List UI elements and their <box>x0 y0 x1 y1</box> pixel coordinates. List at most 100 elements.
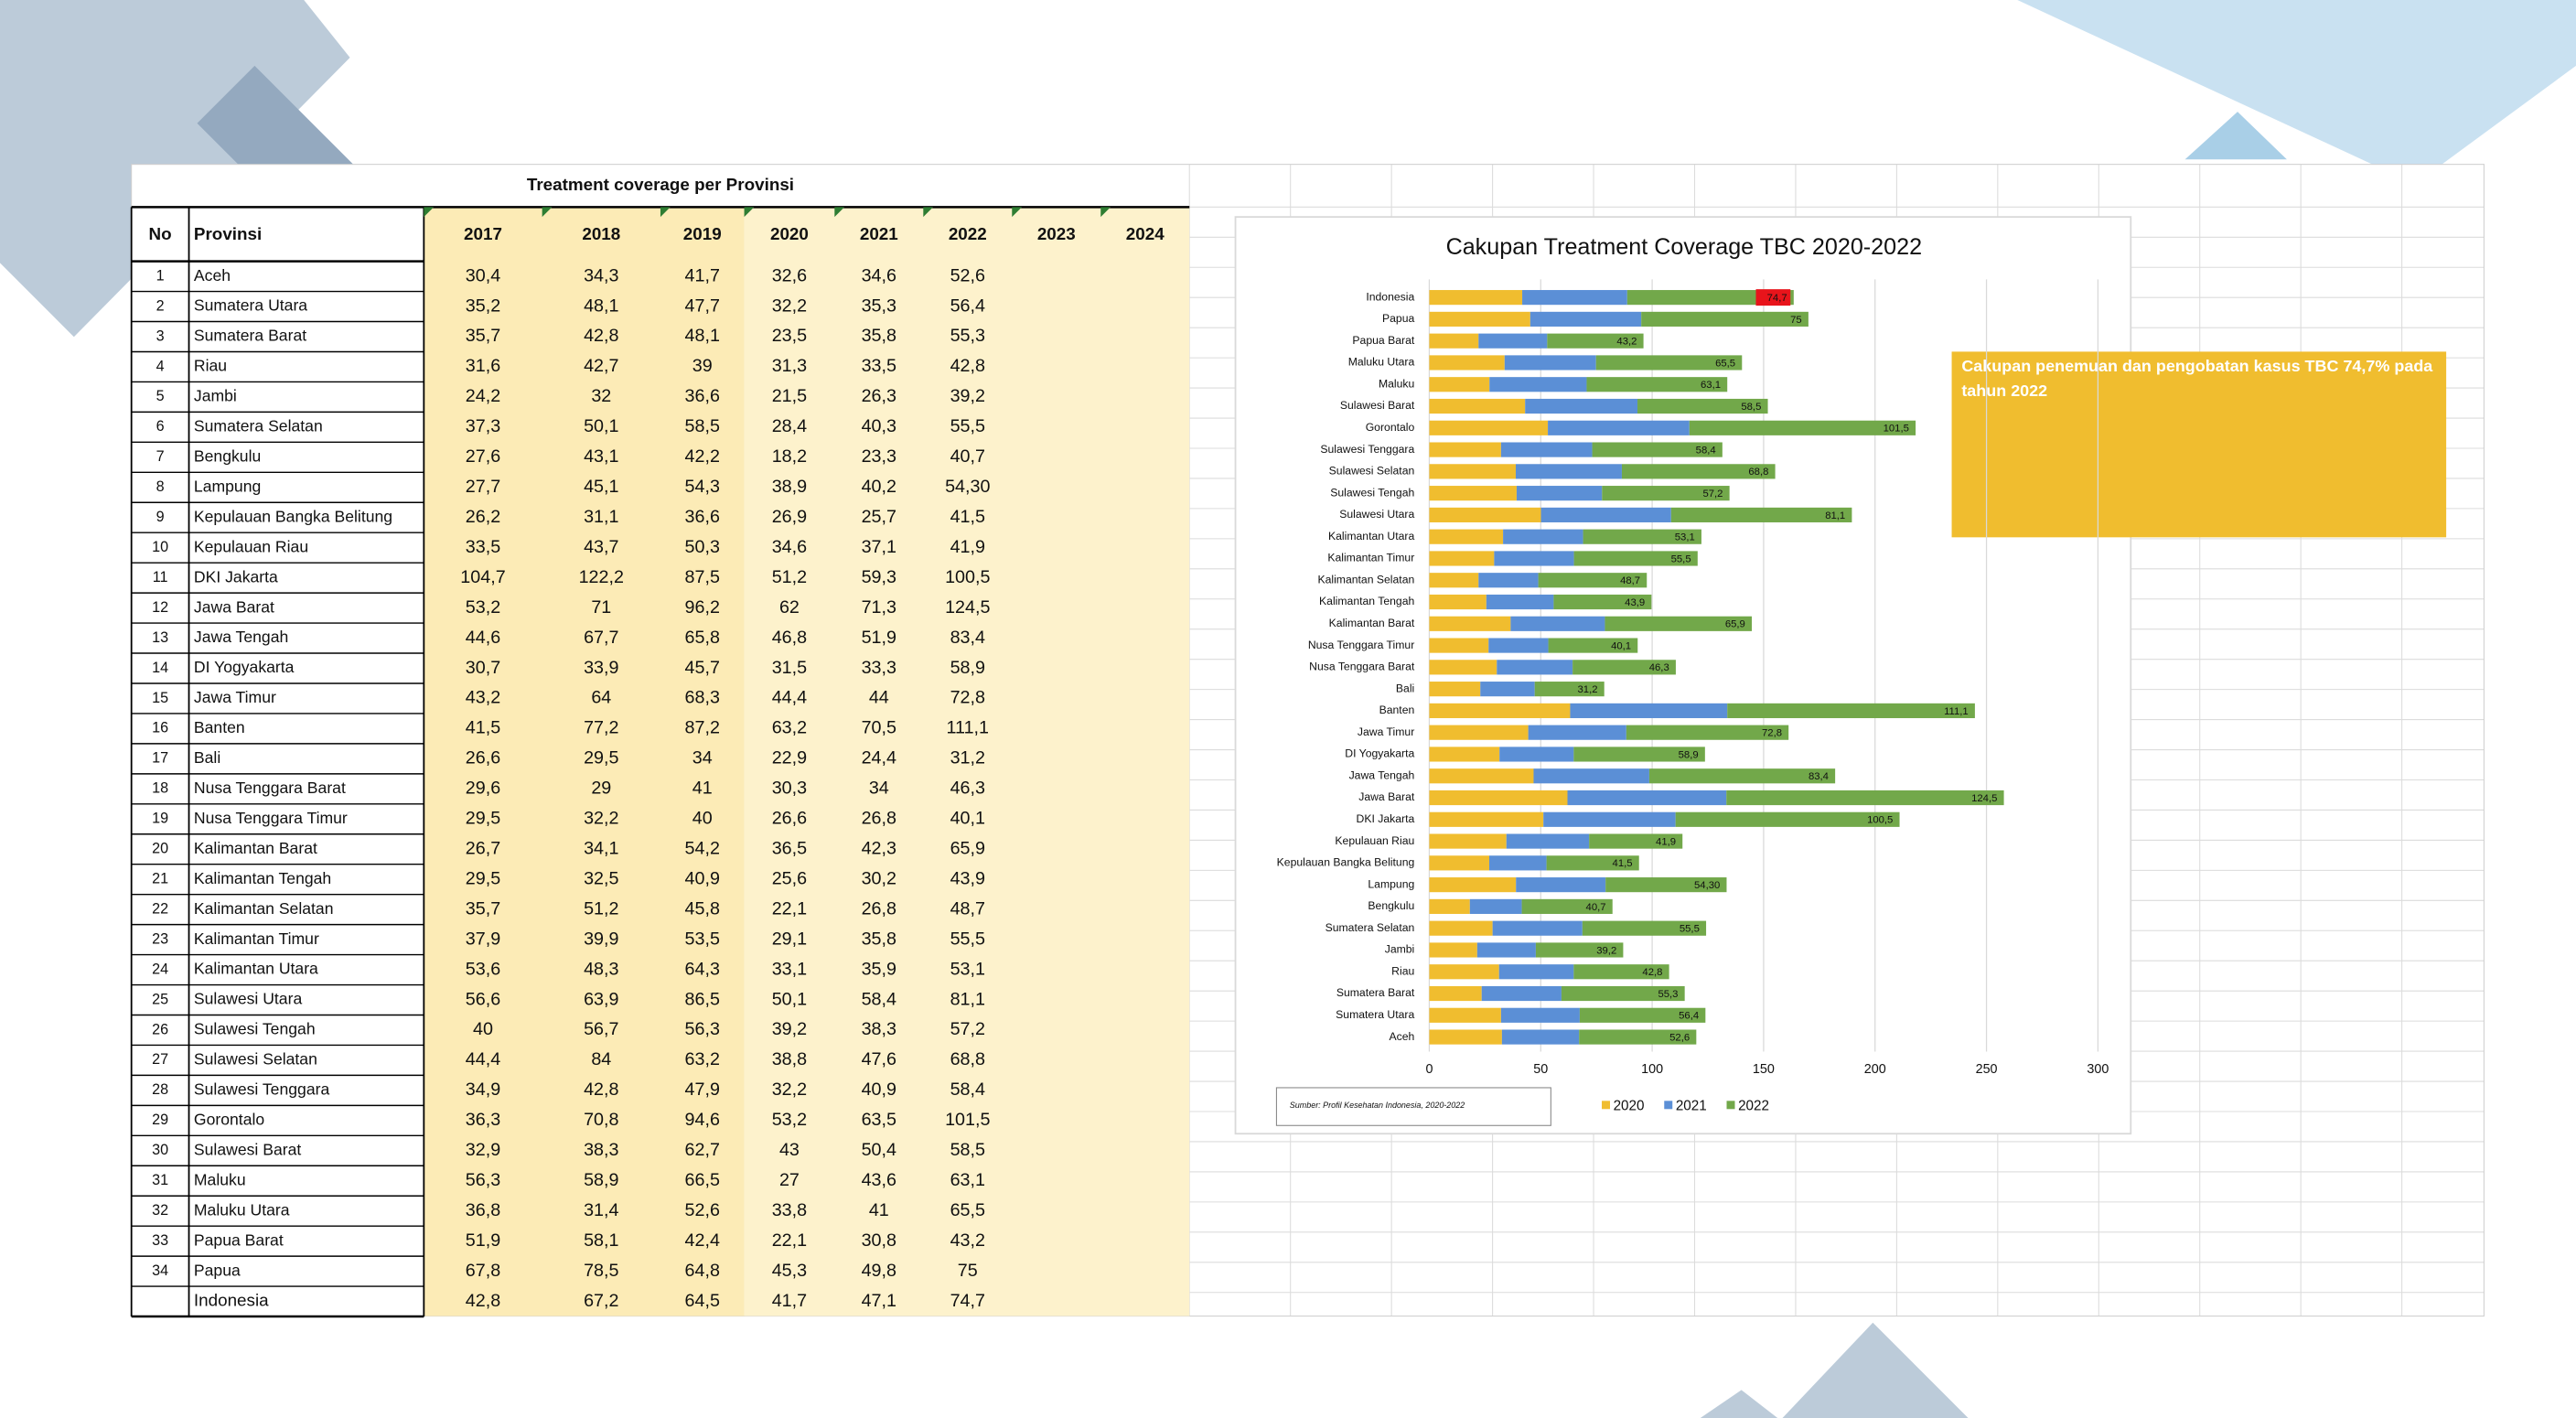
row-number: 30 <box>152 1142 168 1158</box>
value-label: 39,2 <box>1596 945 1616 956</box>
value-label: 55,5 <box>1671 553 1691 564</box>
bar-segment <box>1516 877 1606 893</box>
bar-segment <box>1478 333 1548 349</box>
value-cell: 64,3 <box>685 959 720 979</box>
y-tick-label: Maluku Utara <box>1348 356 1415 369</box>
value-label: 55,5 <box>1680 924 1700 935</box>
value-cell: 51,9 <box>862 628 896 648</box>
province-name: Aceh <box>194 266 231 285</box>
bar-segment <box>1573 551 1698 566</box>
value-cell: 124,5 <box>945 597 990 618</box>
bar-segment <box>1528 725 1626 740</box>
bar-segment <box>1429 398 1526 414</box>
row-number: 9 <box>156 509 165 525</box>
bar-segment <box>1727 703 1975 718</box>
bar-segment <box>1602 486 1730 501</box>
bar-segment <box>1626 290 1794 306</box>
value-cell: 43,9 <box>950 868 985 888</box>
y-tick-label: DI Yogyakarta <box>1345 747 1414 760</box>
row-number: 7 <box>156 448 165 465</box>
bar-segment <box>1476 942 1536 958</box>
value-cell: 43 <box>779 1140 800 1160</box>
value-label: 54,30 <box>1694 880 1720 891</box>
y-tick-label: Kalimantan Utara <box>1328 530 1414 542</box>
row-number: 10 <box>152 539 168 555</box>
value-cell: 104,7 <box>460 567 505 587</box>
y-tick-label: Kalimantan Barat <box>1329 617 1415 629</box>
value-cell: 63,2 <box>685 1049 720 1069</box>
province-name: Indonesia <box>194 1291 269 1310</box>
value-cell: 32 <box>591 386 611 406</box>
value-cell: 33,1 <box>772 959 807 979</box>
value-cell: 87,2 <box>685 718 720 738</box>
value-cell: 26,2 <box>466 507 500 527</box>
province-name: Sulawesi Tengah <box>194 1020 316 1038</box>
annotation-wrap: Cakupan penemuan dan pengobatan kasus TB… <box>1961 358 2433 402</box>
bar-segment <box>1429 768 1534 784</box>
bar-segment <box>1675 811 1900 827</box>
bar-segment <box>1429 486 1517 501</box>
annotation: Cakupan penemuan dan pengobatan kasus TB… <box>1961 358 2433 402</box>
row-number: 26 <box>152 1021 168 1037</box>
value-cell: 26,7 <box>466 839 500 859</box>
province-name: Sumatera Barat <box>194 327 306 345</box>
value-label: 46,3 <box>1649 662 1669 673</box>
bar-segment <box>1500 442 1593 457</box>
value-cell: 29,5 <box>584 748 618 768</box>
bar-segment <box>1429 1029 1502 1045</box>
value-cell: 32,2 <box>772 295 807 316</box>
value-cell: 63,5 <box>862 1110 896 1130</box>
header-cell: 2021 <box>860 224 898 243</box>
value-cell: 21,5 <box>772 386 807 406</box>
province-name: Banten <box>194 718 245 736</box>
chart-title: Cakupan Treatment Coverage TBC 2020-2022 <box>1446 234 1922 260</box>
value-cell: 47,9 <box>685 1080 720 1100</box>
value-cell: 65,5 <box>950 1200 985 1220</box>
bar-segment <box>1605 877 1727 893</box>
value-cell: 54,3 <box>685 477 720 497</box>
bar-segment <box>1579 1007 1706 1023</box>
bar-segment <box>1429 464 1516 479</box>
bar-segment <box>1579 1029 1697 1045</box>
table-title: Treatment coverage per Provinsi <box>527 175 794 194</box>
cell-marker <box>660 207 671 218</box>
province-name: Jawa Barat <box>194 597 274 616</box>
value-cell: 35,7 <box>466 326 500 346</box>
value-cell: 56,3 <box>466 1170 500 1190</box>
header-cell: No <box>149 224 172 243</box>
row-number: 4 <box>156 358 165 374</box>
legend-label: 2022 <box>1738 1099 1769 1114</box>
bar-segment <box>1506 833 1590 849</box>
value-cell: 47,7 <box>685 295 720 316</box>
value-cell: 74,7 <box>950 1291 985 1311</box>
row-number: 17 <box>152 750 168 767</box>
province-name: Maluku Utara <box>194 1200 290 1219</box>
value-label: 74,7 <box>1767 293 1787 304</box>
value-cell: 35,8 <box>862 326 896 346</box>
value-cell: 42,7 <box>584 356 618 376</box>
bar-segment <box>1535 942 1624 958</box>
value-cell: 47,1 <box>862 1291 896 1311</box>
x-tick-label: 200 <box>1864 1062 1886 1077</box>
value-cell: 52,6 <box>685 1200 720 1220</box>
legend-swatch <box>1602 1101 1610 1110</box>
value-cell: 38,3 <box>862 1019 896 1039</box>
bar-segment <box>1469 898 1522 914</box>
bar-segment <box>1481 985 1562 1002</box>
x-tick-label: 250 <box>1976 1062 1998 1077</box>
bar-segment <box>1548 420 1690 435</box>
value-label: 42,8 <box>1642 967 1662 978</box>
value-cell: 78,5 <box>584 1261 618 1281</box>
value-cell: 35,9 <box>862 959 896 979</box>
value-cell: 44,4 <box>466 1049 500 1069</box>
bar-segment <box>1572 660 1676 675</box>
bar-segment <box>1429 790 1568 806</box>
value-cell: 47,6 <box>862 1049 896 1069</box>
value-cell: 22,1 <box>772 898 807 918</box>
value-cell: 58,4 <box>862 989 896 1009</box>
bar-segment <box>1480 682 1535 697</box>
value-cell: 30,7 <box>466 658 500 678</box>
value-label: 40,7 <box>1586 902 1606 913</box>
bar-segment <box>1429 703 1571 718</box>
